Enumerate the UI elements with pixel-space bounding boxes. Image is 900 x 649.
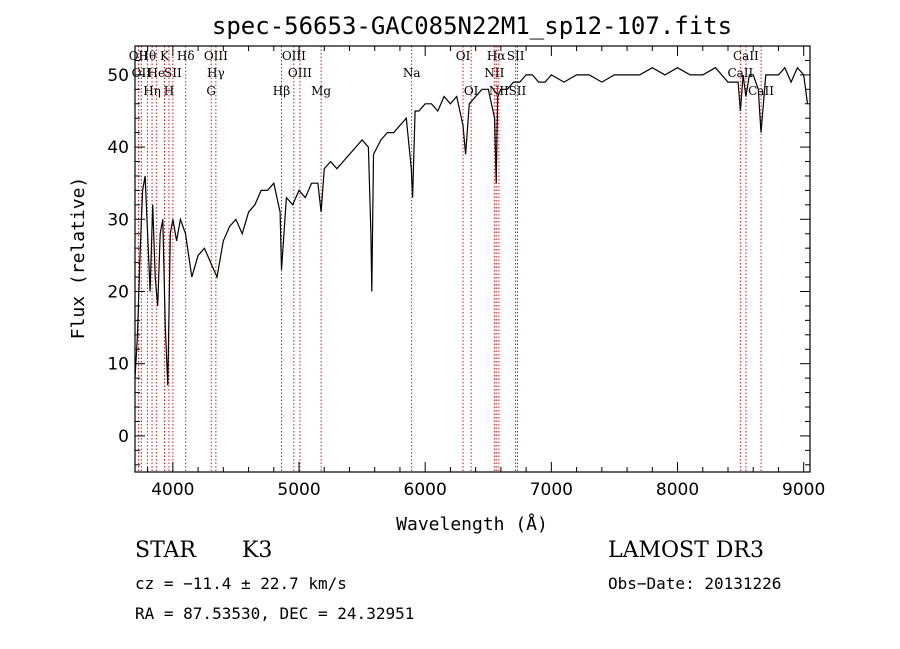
x-tick-label: 6000 (404, 480, 447, 500)
line-label: Mg (311, 84, 331, 98)
line-label: Hα (487, 49, 506, 63)
survey-name: LAMOST DR3 (608, 538, 764, 563)
emission-line-labels: OIIOIIHθHηHeKHSIIHδGOIIIHγHβOIIIOIIIMgNa… (129, 49, 774, 98)
coordinates: RA = 87.53530, DEC = 24.32951 (135, 604, 415, 623)
line-label: He (148, 66, 166, 80)
line-label: CaII (727, 66, 753, 80)
axes: 4000 5000 6000 7000 8000 9000 0 10 20 30 40 50 (107, 45, 825, 500)
chart-title: spec-56653-GAC085N22M1_sp12-107.fits (212, 12, 732, 40)
y-tick-label: 10 (107, 355, 129, 375)
line-label: Hγ (207, 66, 225, 80)
y-axis-label: Flux (relative) (68, 177, 89, 340)
line-label: Hη (143, 84, 161, 98)
line-label: NII (489, 84, 509, 98)
object-class: STAR (135, 538, 196, 563)
line-label: K (160, 49, 170, 63)
line-label: OII (129, 49, 149, 63)
x-tick-label: 5000 (277, 480, 320, 500)
object-subclass: K3 (242, 538, 273, 563)
x-tick-label: 4000 (151, 480, 194, 500)
line-label: OI (456, 49, 471, 63)
emission-line-markers (137, 46, 762, 472)
line-label: OII (132, 66, 152, 80)
x-tick-label: 8000 (656, 480, 699, 500)
line-label: SII (164, 66, 182, 80)
line-label: OI (464, 84, 479, 98)
line-label: SII (509, 84, 527, 98)
x-tick-label: 9000 (782, 480, 825, 500)
line-label: H (164, 84, 174, 98)
line-label: CaII (748, 84, 774, 98)
line-label: NII (484, 66, 504, 80)
x-axis-label: Wavelength (Å) (396, 513, 548, 535)
observation-date: Obs−Date: 20131226 (608, 574, 782, 593)
line-label: Hβ (273, 84, 290, 98)
y-tick-label: 0 (118, 427, 129, 447)
spectrum-chart: spec-56653-GAC085N22M1_sp12-107.fits OII… (68, 12, 825, 535)
spectrum-line (134, 66, 809, 386)
x-tick-label: 7000 (530, 480, 573, 500)
line-label: OIII (282, 49, 306, 63)
y-tick-label: 40 (107, 138, 129, 158)
line-label: CaII (733, 49, 759, 63)
line-label: OIII (204, 49, 228, 63)
line-label: Hθ (139, 49, 157, 63)
line-label: Hδ (177, 49, 195, 63)
y-tick-label: 30 (107, 210, 129, 230)
line-label: Na (403, 66, 421, 80)
line-label: OIII (288, 66, 312, 80)
line-label: G (206, 84, 216, 98)
line-label: SII (507, 49, 525, 63)
y-tick-label: 20 (107, 282, 129, 302)
redshift-cz: cz = −11.4 ± 22.7 km/s (135, 574, 347, 593)
plot-frame (134, 45, 811, 473)
y-tick-label: 50 (107, 66, 129, 86)
